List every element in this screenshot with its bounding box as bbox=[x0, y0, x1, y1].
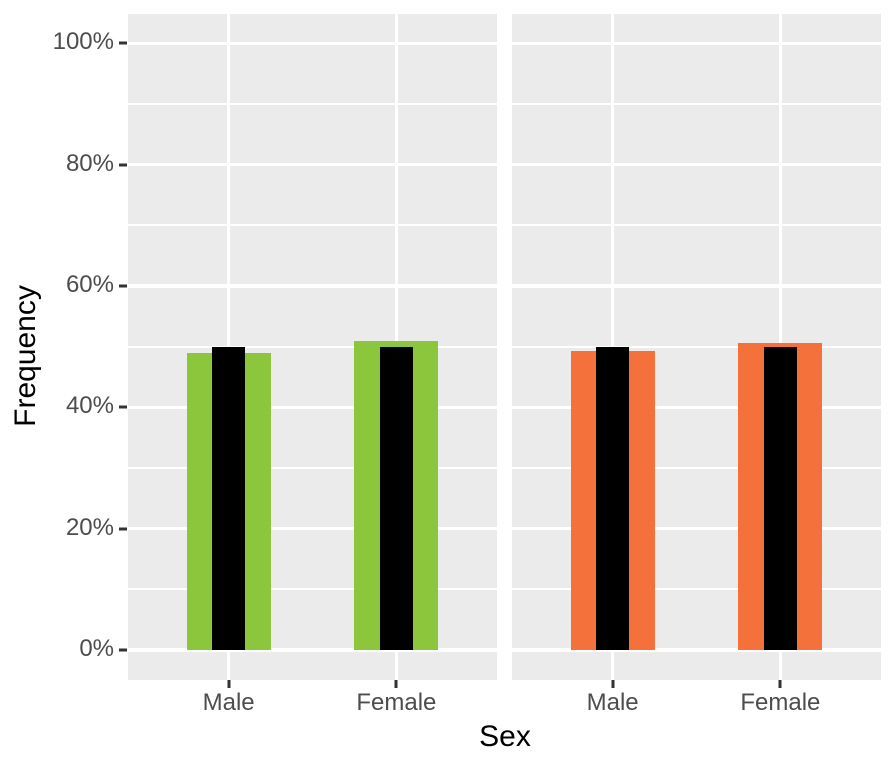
gridline-major-y bbox=[128, 162, 497, 167]
y-tick-label-100: 100% bbox=[52, 28, 114, 56]
gridline-minor-y bbox=[128, 102, 497, 105]
y-tick-mark bbox=[119, 284, 127, 288]
y-tick-mark bbox=[119, 648, 127, 652]
y-tick-mark bbox=[119, 527, 127, 531]
x-tick-mark bbox=[227, 680, 231, 688]
gridline-major-y bbox=[512, 284, 881, 288]
y-tick-label-80: 80% bbox=[65, 149, 114, 177]
y-tick-label-0: 0% bbox=[79, 635, 114, 663]
gridline-major-y bbox=[128, 41, 497, 46]
facet-panel-right bbox=[512, 14, 881, 680]
bar-overlay-expected-frequency-male bbox=[212, 346, 246, 650]
y-tick-mark bbox=[119, 405, 127, 409]
y-tick-label-20: 20% bbox=[65, 513, 114, 541]
gridline-minor-y bbox=[128, 345, 497, 348]
gridline-major-y bbox=[512, 648, 881, 652]
gridline-minor-y bbox=[512, 102, 881, 105]
x-tick-label-male: Male bbox=[586, 689, 639, 716]
x-tick-mark bbox=[394, 680, 398, 688]
gridline-major-y bbox=[128, 648, 497, 652]
gridline-major-y bbox=[512, 526, 881, 531]
y-tick-label-40: 40% bbox=[65, 392, 114, 420]
gridline-major-y bbox=[128, 405, 497, 410]
gridline-minor-y bbox=[512, 466, 881, 469]
gridline-major-y bbox=[512, 162, 881, 167]
y-tick-mark bbox=[119, 163, 127, 167]
bar-overlay-expected-frequency-male bbox=[596, 346, 630, 650]
x-tick-label-female: Female bbox=[740, 689, 821, 716]
gridline-minor-y bbox=[128, 588, 497, 591]
x-tick-label-female: Female bbox=[356, 689, 437, 716]
gridline-minor-y bbox=[512, 345, 881, 348]
x-tick-mark bbox=[611, 680, 615, 688]
gridline-major-y bbox=[512, 405, 881, 410]
gridline-major-y bbox=[128, 526, 497, 531]
y-tick-label-60: 60% bbox=[65, 271, 114, 299]
facet-panel-left bbox=[128, 14, 497, 680]
bar-overlay-expected-frequency-female bbox=[379, 346, 413, 650]
gridline-major-y bbox=[128, 284, 497, 288]
gridline-minor-y bbox=[128, 224, 497, 227]
gridline-major-y bbox=[512, 41, 881, 46]
x-axis-title: Sex bbox=[479, 720, 531, 753]
gridline-minor-y bbox=[128, 466, 497, 469]
gridline-minor-y bbox=[512, 588, 881, 591]
bar-overlay-expected-frequency-female bbox=[763, 346, 797, 650]
x-tick-label-male: Male bbox=[202, 689, 255, 716]
y-tick-mark bbox=[119, 41, 127, 45]
x-tick-mark bbox=[778, 680, 782, 688]
gridline-minor-y bbox=[512, 224, 881, 227]
